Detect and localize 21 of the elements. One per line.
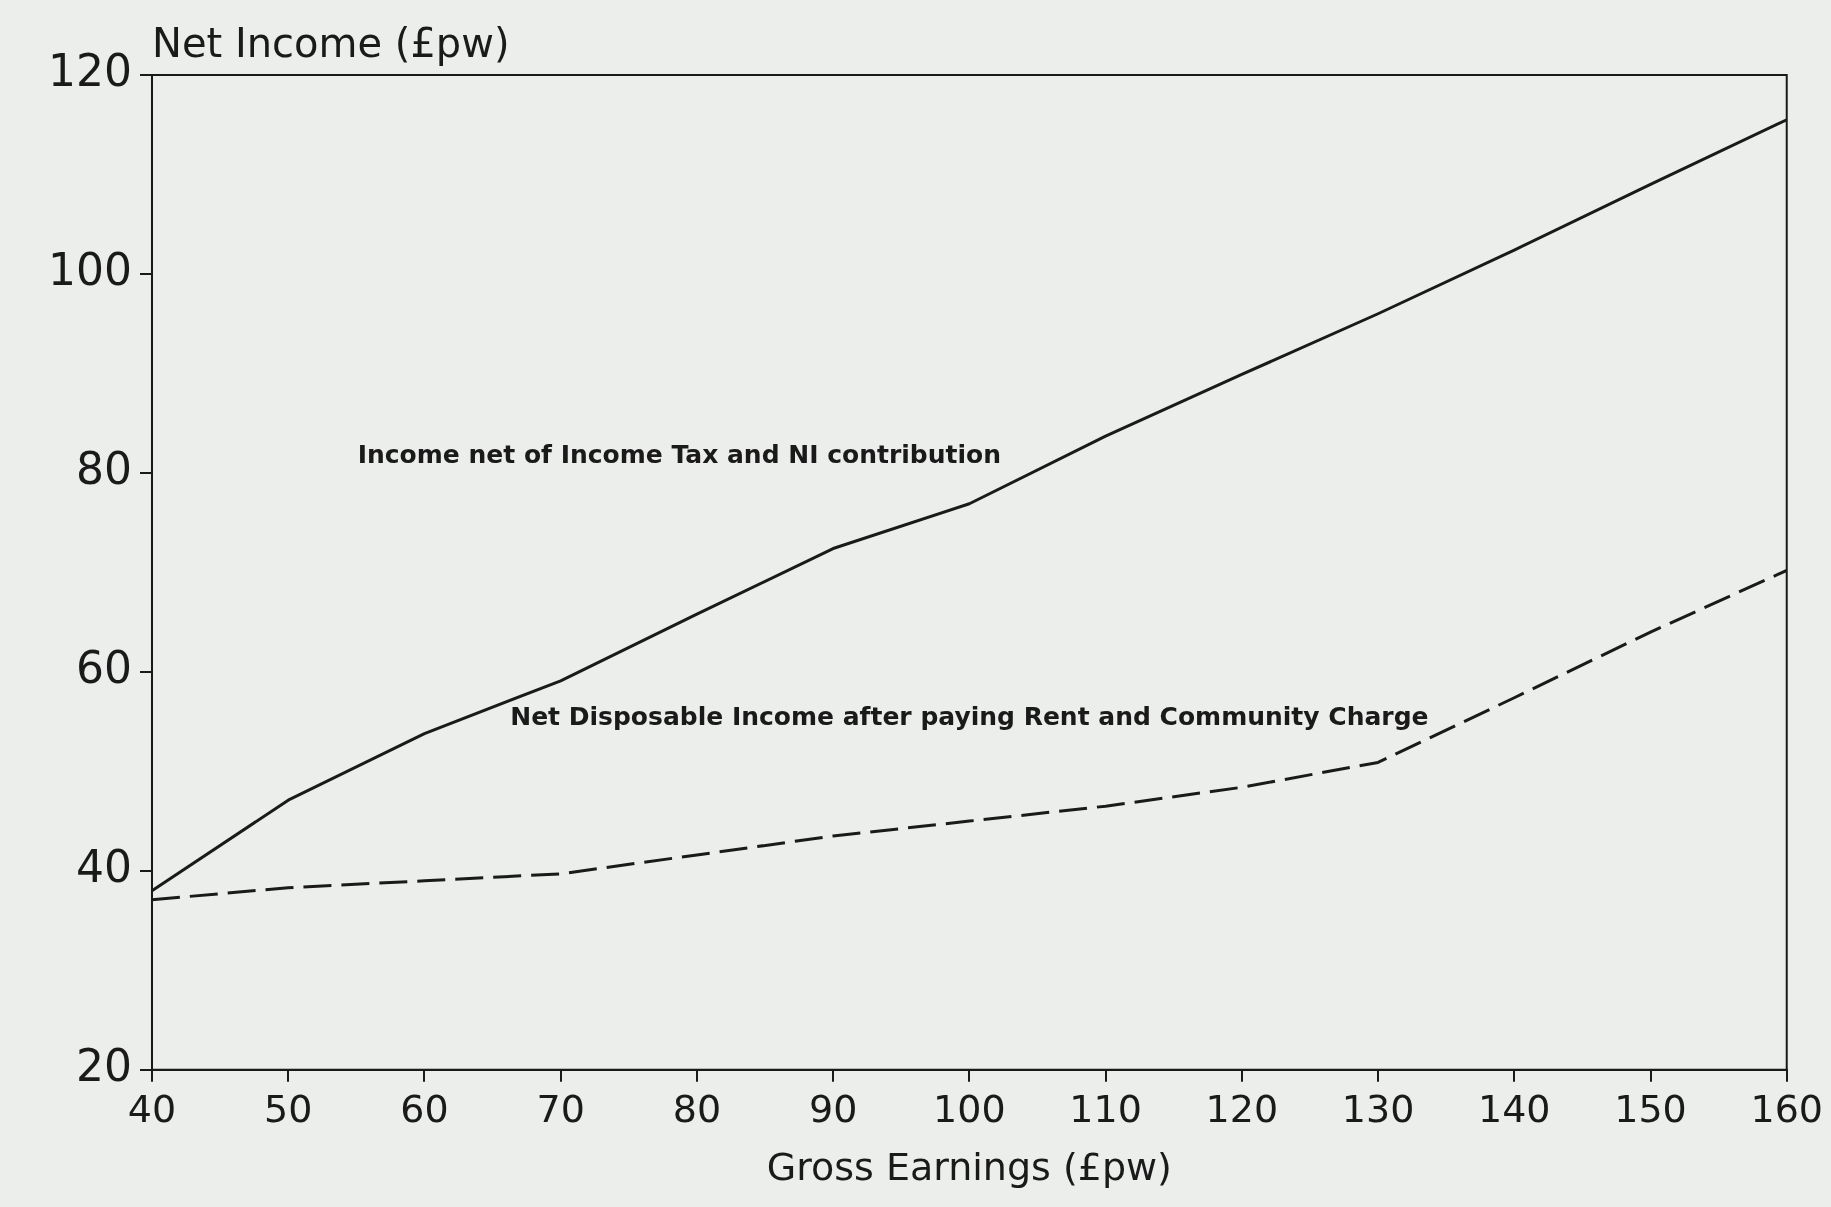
x-axis-title: Gross Earnings (£pw) [766, 1145, 1172, 1190]
y-tick-label: 120 [48, 45, 132, 97]
x-tick-label: 130 [1341, 1087, 1415, 1132]
x-tick-label: 150 [1614, 1087, 1687, 1132]
y-axis-title: Net Income (£pw) [151, 20, 510, 67]
x-tick-label: 60 [400, 1087, 449, 1132]
y-tick-label: 100 [48, 244, 132, 296]
x-tick-label: 110 [1069, 1087, 1142, 1132]
y-tick-label: 40 [75, 841, 132, 893]
x-tick-label: 140 [1478, 1087, 1551, 1132]
y-tick-label: 60 [75, 642, 132, 694]
x-tick-label: 90 [808, 1087, 858, 1132]
x-tick-label: 160 [1750, 1087, 1823, 1132]
x-tick-label: 80 [672, 1087, 722, 1132]
x-tick-label: 70 [536, 1087, 585, 1132]
x-tick-label: 120 [1205, 1087, 1279, 1132]
series-label: Income net of Income Tax and NI contribution [357, 439, 1002, 469]
y-tick-label: 80 [75, 443, 132, 495]
x-tick-label: 50 [264, 1087, 313, 1132]
series-label: Net Disposable Income after paying Rent and Community Charge [510, 702, 1429, 732]
x-tick-label: 100 [933, 1087, 1006, 1132]
